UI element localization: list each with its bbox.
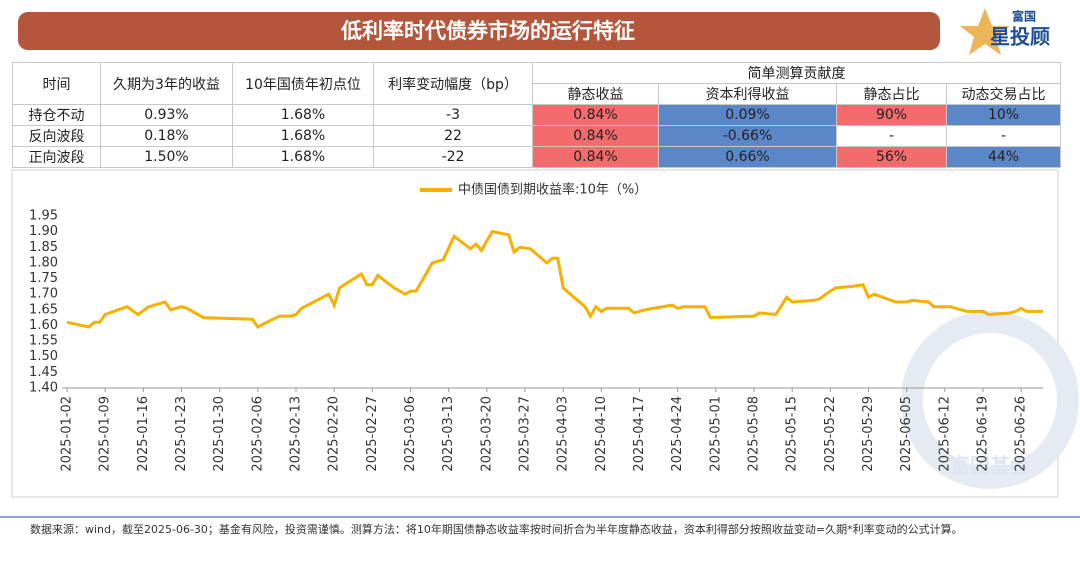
table-cell: 56% [836,146,947,168]
x-tick-label: 2025-01-30 [212,396,227,472]
column-header: 时间 [12,62,101,105]
x-tick-label: 2025-04-17 [632,396,647,472]
table-cell: 0.84% [532,125,659,147]
subcolumn-header: 动态交易占比 [946,83,1061,105]
table-cell: 正向波段 [12,146,101,168]
x-tick-label: 2025-02-20 [327,396,342,472]
logo-main: 星投顾 [990,25,1050,49]
subcolumn-header: 静态占比 [836,83,947,105]
y-tick-label: 1.40 [29,381,58,396]
table-cell: 0.09% [658,104,837,126]
table-cell: -3 [373,104,533,126]
table-cell: 1.68% [232,125,374,147]
footnote-box: 数据来源：wind，截至2025-06-30；基金有风险，投资需谨慎。测算方法：… [30,523,963,536]
data-line [66,229,1043,329]
y-tick-label: 1.90 [29,224,58,239]
x-tick-label: 2025-04-24 [670,396,685,472]
y-tick-label: 1.60 [29,318,58,333]
watermark-logo [901,311,1079,489]
table-cell: 22 [373,125,533,147]
x-tick-label: 2025-05-08 [747,396,762,472]
table-cell: 反向波段 [12,125,101,147]
y-tick-label: 1.70 [29,287,58,302]
table-cell: - [946,125,1061,147]
table: 时间 久期为3年的收益 10年国债年初点位 利率变动幅度（bp） 简单测算贡献度 静态收益… [12,62,1061,168]
table-cell: 0.66% [658,146,837,168]
x-tick-label: 2025-02-13 [289,396,304,472]
table-cell: - [836,125,947,147]
title-banner [18,12,940,50]
subcolumn-header: 静态收益 [532,83,659,105]
table-cell: 1.68% [232,146,374,168]
table-cell: 1.50% [100,146,233,168]
column-header: 10年国债年初点位 [232,62,374,105]
x-tick-label: 2025-06-12 [937,396,952,472]
x-tick-label: 2025-06-26 [1014,396,1029,472]
legend-label: 中债国债到期收益率:10年（%） [458,182,647,198]
group-header: 简单测算贡献度 [532,62,1061,84]
subcolumn-header: 资本利得收益 [658,83,837,105]
x-tick-label: 2025-01-16 [136,396,151,472]
table-cell: -0.66% [658,125,837,147]
watermark: 富国基金 [950,454,1031,478]
table-cell: 44% [946,146,1061,168]
x-tick-label: 2025-05-22 [823,396,838,472]
x-tick-label: 2025-05-01 [708,396,723,472]
table-cell: 0.84% [532,146,659,168]
x-tick-label: 2025-06-19 [976,396,991,472]
y-tick-label: 1.80 [29,255,58,270]
y-tick-label: 1.75 [29,271,58,286]
y-tick-label: 1.95 [29,209,58,224]
page-title: 低利率时代债券市场的运行特征 [340,19,635,43]
x-tick-label: 2025-04-03 [556,396,571,472]
footnote: 数据来源：wind，截至2025-06-30；基金有风险，投资需谨慎。测算方法：… [30,523,963,536]
x-tick-label: 2025-03-27 [518,396,533,472]
table-cell: 0.93% [100,104,233,126]
column-header: 久期为3年的收益 [100,62,233,105]
table-cell: 90% [836,104,947,126]
table-cell: 0.18% [100,125,233,147]
y-tick-label: 1.45 [29,365,58,380]
column-header: 利率变动幅度（bp） [373,62,533,105]
y-tick-label: 1.50 [29,349,58,364]
x-tick-label: 2025-02-27 [365,396,380,472]
x-tick-label: 2025-05-29 [861,396,876,472]
table-cell: 10% [946,104,1061,126]
x-tick-label: 2025-03-20 [479,396,494,472]
x-tick-label: 2025-01-02 [60,396,75,472]
table-cell: 0.84% [532,104,659,126]
x-tick-label: 2025-06-05 [899,396,914,472]
logo-top: 富国 [1012,9,1036,24]
logo-star [960,8,1010,55]
x-tick-label: 2025-03-06 [403,396,418,472]
table-cell: 1.68% [232,104,374,126]
x-tick-label: 2025-01-09 [98,396,113,472]
x-tick-label: 2025-02-06 [250,396,265,472]
x-tick-label: 2025-05-15 [785,396,800,472]
y-tick-label: 1.85 [29,240,58,255]
chart-frame [11,169,1059,498]
y-tick-label: 1.55 [29,334,58,349]
table-cell: -22 [373,146,533,168]
x-tick-label: 2025-01-23 [174,396,189,472]
y-tick-label: 1.65 [29,302,58,317]
table-cell: 持仓不动 [12,104,101,126]
x-tick-label: 2025-03-13 [441,396,456,472]
x-tick-label: 2025-04-10 [594,396,609,472]
